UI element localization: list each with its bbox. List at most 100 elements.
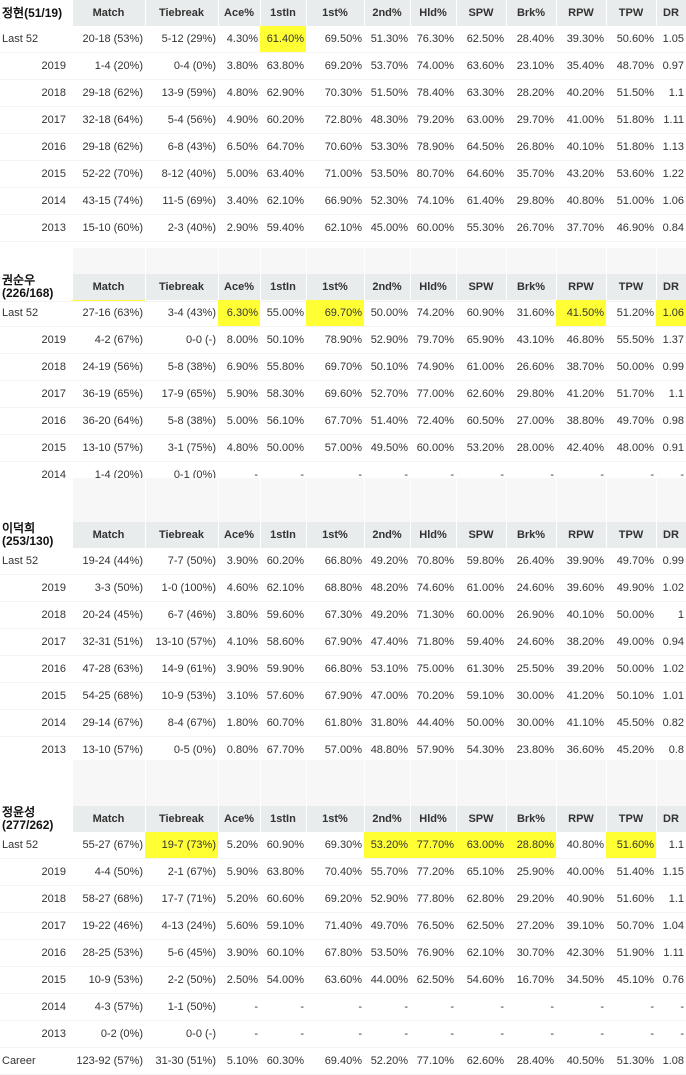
stat-cell: -: [556, 1020, 606, 1048]
stat-cell: 71.30%: [410, 601, 456, 629]
stat-cell: 0.76: [656, 966, 686, 994]
stat-cell: 27.00%: [506, 407, 556, 435]
stat-cell: 49.20%: [364, 548, 410, 575]
stat-cell: 1.1: [656, 885, 686, 913]
stat-cell: 1.02: [656, 574, 686, 602]
stat-cell: 0.97: [656, 52, 686, 80]
stat-cell: 66.80%: [306, 655, 364, 683]
stat-cell: 15-10 (60%): [72, 214, 145, 242]
column-header: 1stIn: [260, 522, 307, 548]
stat-cell: 1.06: [656, 300, 686, 327]
stat-cell: 52.90%: [364, 326, 410, 354]
stat-cell: 60.00%: [410, 214, 456, 242]
spacer-cell: [306, 496, 365, 522]
stat-cell: 52.90%: [364, 885, 410, 913]
stat-cell: -: [456, 1020, 506, 1048]
stat-cell: 62.10%: [260, 574, 306, 602]
stat-cell: 69.20%: [306, 52, 364, 80]
stat-cell: 53.50%: [364, 939, 410, 967]
stat-cell: 29-18 (62%): [72, 79, 145, 107]
stat-cell: 3-1 (75%): [145, 434, 218, 462]
stat-cell: 20-18 (53%): [72, 26, 145, 53]
stat-cell: 53.20%: [456, 434, 506, 462]
stat-cell: 51.40%: [606, 858, 656, 886]
column-header: Ace%: [218, 0, 261, 26]
stat-cell: 0.8: [656, 736, 686, 764]
stat-cell: 13-10 (57%): [72, 434, 145, 462]
stat-cell: 60.90%: [260, 832, 306, 859]
player-name: 권순우 (226/168): [0, 274, 73, 300]
stat-cell: 27-16 (63%): [72, 300, 145, 327]
stat-cell: 3-4 (43%): [145, 300, 218, 327]
row-label: 2019: [0, 574, 72, 602]
stat-cell: 67.80%: [306, 939, 364, 967]
stat-cell: 6.30%: [218, 300, 260, 327]
stat-cell: 2-1 (67%): [145, 858, 218, 886]
row-label: 2016: [0, 939, 72, 967]
spacer-cell: [218, 248, 261, 274]
stat-cell: 62.10%: [260, 187, 306, 215]
stat-cell: 11-5 (69%): [145, 187, 218, 215]
stat-cell: -: [656, 1020, 686, 1048]
stat-cell: 59.40%: [260, 214, 306, 242]
stat-cell: 77.70%: [410, 832, 456, 859]
column-header: 1stIn: [260, 274, 307, 300]
stat-cell: 0-2 (0%): [72, 1020, 145, 1048]
stat-cell: 43.20%: [556, 160, 606, 188]
stat-cell: 3.90%: [218, 548, 260, 575]
stat-cell: 62.60%: [456, 1047, 506, 1075]
stat-cell: 5-8 (38%): [145, 407, 218, 435]
row-label: 2015: [0, 434, 72, 462]
table-row: 2019 4-4 (50%) 2-1 (67%) 5.90% 63.80% 70.40% 5…: [0, 858, 686, 886]
stat-cell: 78.90%: [306, 326, 364, 354]
stat-cell: 60.50%: [456, 407, 506, 435]
stat-cell: 45.50%: [606, 709, 656, 737]
stat-cell: 52-22 (70%): [72, 160, 145, 188]
column-header: TPW: [606, 0, 657, 26]
stat-cell: -: [410, 993, 456, 1021]
stat-cell: 70.20%: [410, 682, 456, 710]
stat-cell: 62.10%: [456, 939, 506, 967]
stat-cell: 30.00%: [506, 709, 556, 737]
stat-cell: 0-0 (-): [145, 1020, 218, 1048]
row-label: 2013: [0, 214, 72, 242]
row-label: 2019: [0, 858, 72, 886]
spacer-cell: [364, 248, 411, 274]
stat-cell: 17-9 (65%): [145, 380, 218, 408]
stat-cell: 16.70%: [506, 966, 556, 994]
stat-cell: 40.80%: [556, 187, 606, 215]
stat-cell: 53.20%: [364, 832, 410, 859]
stat-cell: 1.15: [656, 858, 686, 886]
stat-cell: -: [364, 1020, 410, 1048]
stat-cell: 39.90%: [556, 548, 606, 575]
stat-cell: 58-27 (68%): [72, 885, 145, 913]
stat-cell: -: [556, 993, 606, 1021]
table-row: 2014 4-3 (57%) 1-1 (50%) - - - - - - - - - -: [0, 993, 686, 1021]
row-label: 2015: [0, 682, 72, 710]
spacer-cell: [306, 248, 365, 274]
stat-cell: 50.10%: [606, 682, 656, 710]
stat-cell: 40.50%: [556, 1047, 606, 1075]
table-row: Last 52 27-16 (63%) 3-4 (43%) 6.30% 55.00% 69…: [0, 300, 686, 327]
stat-cell: 51.40%: [364, 407, 410, 435]
stat-cell: 61.40%: [260, 26, 306, 53]
column-header: Hld%: [410, 522, 457, 548]
stat-cell: 13-9 (59%): [145, 79, 218, 107]
stat-cell: 28-25 (53%): [72, 939, 145, 967]
stat-cell: -: [306, 1020, 364, 1048]
column-header: Hld%: [410, 274, 457, 300]
spacer-cell: [656, 248, 686, 274]
stat-cell: 77.80%: [410, 885, 456, 913]
stat-cell: 60.70%: [260, 709, 306, 737]
spacer-cell: [456, 780, 507, 806]
stat-cell: 31.60%: [506, 300, 556, 327]
row-label: 2018: [0, 353, 72, 381]
spacer-cell: [218, 496, 261, 522]
spacer-cell: [145, 780, 219, 806]
table-row: 2015 10-9 (53%) 2-2 (50%) 2.50% 54.00% 63.60%…: [0, 966, 686, 994]
stat-cell: 3.90%: [218, 939, 260, 967]
row-label: Last 52: [0, 832, 72, 859]
column-header: SPW: [456, 274, 507, 300]
stat-cell: 58.60%: [260, 628, 306, 656]
column-header: DR: [656, 0, 686, 26]
